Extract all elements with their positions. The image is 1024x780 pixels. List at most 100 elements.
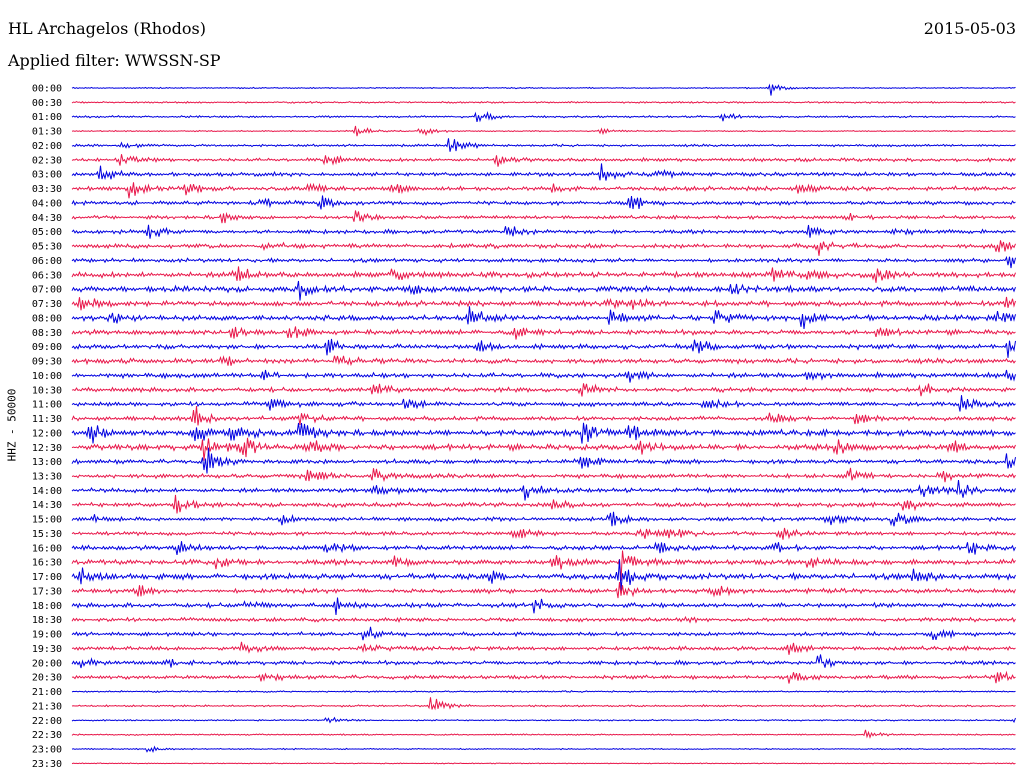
row-label: 15:30 bbox=[32, 529, 62, 540]
row-label: 04:00 bbox=[32, 198, 62, 209]
trace-line bbox=[71, 745, 1016, 753]
trace-line bbox=[71, 163, 1016, 181]
row-label: 02:00 bbox=[32, 141, 62, 152]
row-label: 01:00 bbox=[32, 112, 62, 123]
row-label: 10:30 bbox=[32, 385, 62, 396]
trace-line bbox=[71, 326, 1016, 340]
trace-line bbox=[71, 296, 1016, 311]
trace-line bbox=[71, 280, 1016, 301]
row-label: 12:00 bbox=[32, 428, 62, 439]
trace-line bbox=[71, 338, 1016, 358]
row-label: 01:30 bbox=[32, 127, 62, 138]
trace-line bbox=[71, 182, 1016, 199]
trace-line bbox=[71, 559, 1016, 591]
trace-line bbox=[71, 224, 1016, 239]
filter-label: Applied filter: WWSSN-SP bbox=[8, 51, 221, 70]
row-label: 06:30 bbox=[32, 270, 62, 281]
row-label: 00:30 bbox=[32, 98, 62, 109]
station-title: HL Archagelos (Rhodos) bbox=[8, 19, 206, 38]
trace-line bbox=[71, 762, 1016, 765]
row-label: 15:00 bbox=[32, 515, 62, 526]
trace-line bbox=[71, 255, 1016, 269]
row-label: 10:00 bbox=[32, 371, 62, 382]
row-label: 23:30 bbox=[32, 759, 62, 770]
row-label: 22:30 bbox=[32, 730, 62, 741]
row-label: 13:30 bbox=[32, 471, 62, 482]
row-label: 21:30 bbox=[32, 701, 62, 712]
trace-line bbox=[71, 689, 1016, 694]
row-label-group: 00:00 00:30 01:00 01:30 02:00 02:30 03:00 03:30… bbox=[32, 84, 62, 770]
trace-line bbox=[71, 210, 1016, 224]
trace-line bbox=[71, 83, 1016, 96]
row-label: 20:30 bbox=[32, 673, 62, 684]
trace-line bbox=[71, 550, 1016, 581]
row-label: 08:00 bbox=[32, 313, 62, 324]
row-label: 05:30 bbox=[32, 242, 62, 253]
date-label: 2015-05-03 bbox=[923, 19, 1016, 38]
row-label: 09:30 bbox=[32, 357, 62, 368]
trace-line bbox=[71, 266, 1016, 283]
row-label: 18:30 bbox=[32, 615, 62, 626]
trace-line bbox=[71, 100, 1016, 104]
trace-line bbox=[71, 406, 1016, 426]
row-label: 08:30 bbox=[32, 328, 62, 339]
trace-line bbox=[71, 195, 1016, 210]
trace-line bbox=[71, 541, 1016, 555]
row-label: 02:30 bbox=[32, 155, 62, 166]
trace-line bbox=[71, 154, 1016, 167]
row-label: 03:30 bbox=[32, 184, 62, 195]
trace-line bbox=[71, 355, 1016, 367]
trace-line bbox=[71, 494, 1016, 514]
row-label: 05:00 bbox=[32, 227, 62, 238]
trace-line bbox=[71, 527, 1016, 540]
row-label: 14:30 bbox=[32, 500, 62, 511]
trace-line bbox=[71, 447, 1016, 474]
row-label: 03:00 bbox=[32, 170, 62, 181]
trace-line bbox=[71, 383, 1016, 397]
trace-line bbox=[71, 670, 1016, 684]
trace-line bbox=[71, 395, 1016, 412]
row-label: 00:00 bbox=[32, 84, 62, 95]
trace-line bbox=[71, 306, 1016, 329]
row-label: 18:00 bbox=[32, 601, 62, 612]
row-label: 11:30 bbox=[32, 414, 62, 425]
row-label: 19:00 bbox=[32, 630, 62, 641]
row-label: 09:00 bbox=[32, 342, 62, 353]
trace-line bbox=[71, 729, 1016, 739]
row-label: 14:00 bbox=[32, 486, 62, 497]
row-label: 22:00 bbox=[32, 716, 62, 727]
trace-line bbox=[71, 597, 1016, 615]
row-label: 07:00 bbox=[32, 285, 62, 296]
row-label: 07:30 bbox=[32, 299, 62, 310]
row-label: 16:00 bbox=[32, 543, 62, 554]
trace-line bbox=[71, 437, 1016, 461]
trace-line bbox=[71, 467, 1016, 483]
trace-line bbox=[71, 641, 1016, 655]
row-label: 06:00 bbox=[32, 256, 62, 267]
row-label: 23:00 bbox=[32, 745, 62, 756]
row-label: 17:30 bbox=[32, 586, 62, 597]
trace-line bbox=[71, 369, 1016, 383]
row-label: 17:00 bbox=[32, 572, 62, 583]
row-label: 20:00 bbox=[32, 658, 62, 669]
trace-group bbox=[71, 83, 1016, 765]
trace-line bbox=[71, 111, 1016, 123]
trace-line bbox=[71, 511, 1016, 527]
row-label: 21:00 bbox=[32, 687, 62, 698]
trace-line bbox=[71, 716, 1016, 724]
row-label: 12:30 bbox=[32, 443, 62, 454]
trace-line bbox=[71, 125, 1016, 137]
row-label: 19:30 bbox=[32, 644, 62, 655]
row-label: 16:30 bbox=[32, 558, 62, 569]
trace-line bbox=[71, 615, 1016, 624]
trace-line bbox=[71, 581, 1016, 599]
trace-line bbox=[71, 138, 1016, 152]
trace-line bbox=[71, 654, 1016, 669]
row-label: 04:30 bbox=[32, 213, 62, 224]
row-label: 13:00 bbox=[32, 457, 62, 468]
trace-line bbox=[71, 479, 1016, 501]
trace-line bbox=[71, 422, 1016, 444]
row-label: 11:00 bbox=[32, 400, 62, 411]
trace-line bbox=[71, 697, 1016, 711]
